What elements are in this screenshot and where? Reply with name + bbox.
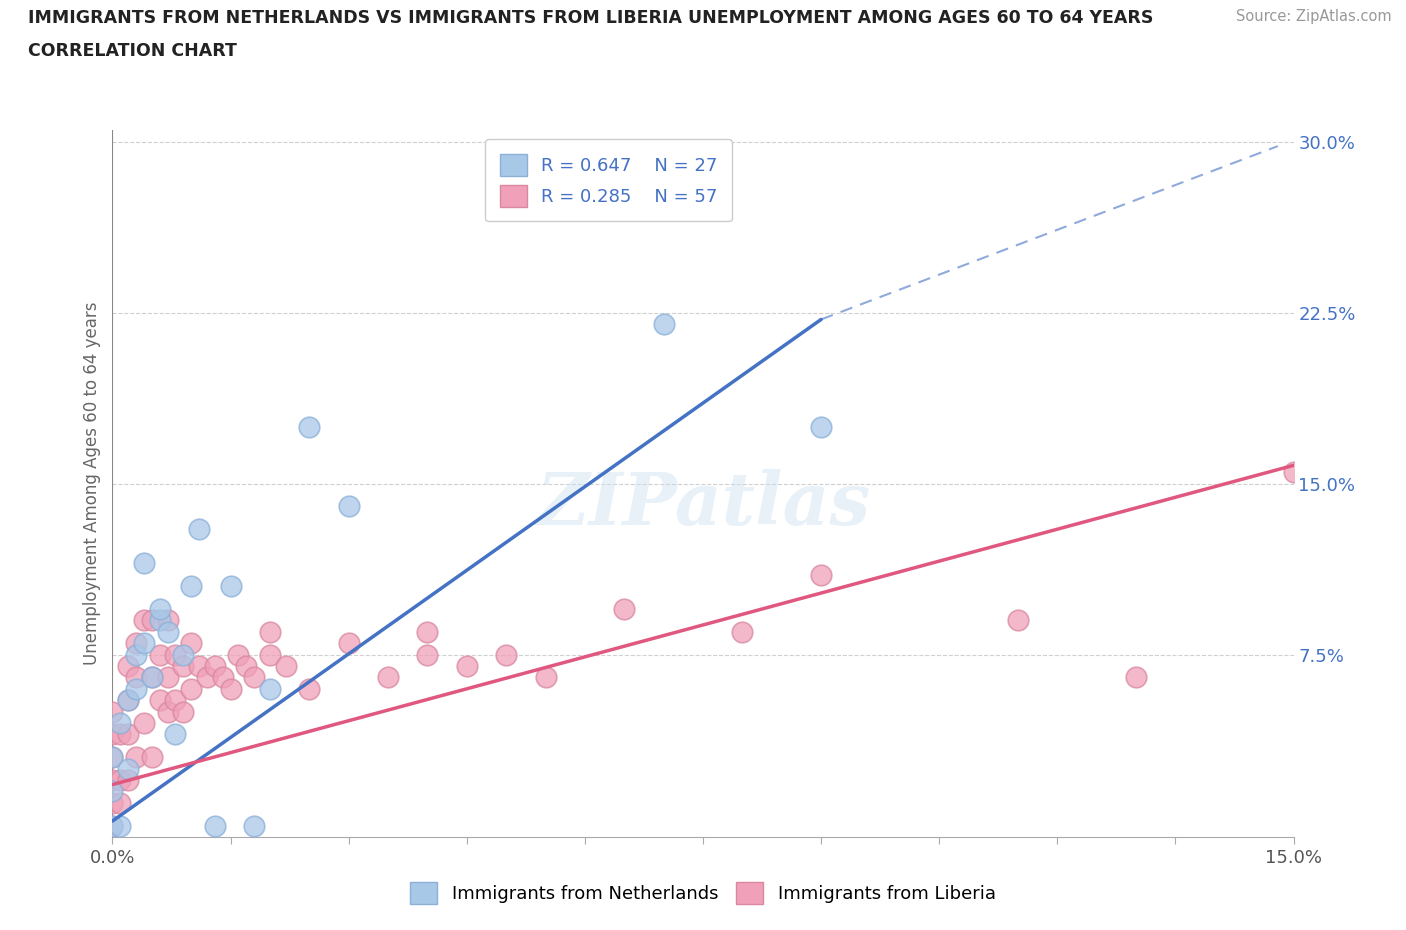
Point — [117, 761, 139, 776]
Point — [101, 750, 124, 764]
Point — [110, 795, 132, 810]
Point — [165, 647, 187, 662]
Point — [219, 578, 242, 593]
Y-axis label: Unemployment Among Ages 60 to 64 years: Unemployment Among Ages 60 to 64 years — [83, 302, 101, 665]
Point — [117, 773, 139, 788]
Point — [125, 750, 148, 764]
Point — [156, 670, 179, 684]
Point — [416, 647, 439, 662]
Text: ZIPatlas: ZIPatlas — [536, 470, 870, 540]
Point — [110, 715, 132, 730]
Point — [259, 682, 281, 697]
Point — [731, 624, 754, 639]
Point — [377, 670, 399, 684]
Point — [259, 624, 281, 639]
Point — [117, 727, 139, 742]
Point — [125, 670, 148, 684]
Point — [810, 567, 832, 582]
Point — [1007, 613, 1029, 628]
Point — [101, 818, 124, 833]
Point — [534, 670, 557, 684]
Point — [337, 499, 360, 514]
Point — [101, 773, 124, 788]
Point — [156, 613, 179, 628]
Point — [243, 670, 266, 684]
Legend: R = 0.647    N = 27, R = 0.285    N = 57: R = 0.647 N = 27, R = 0.285 N = 57 — [485, 140, 733, 221]
Point — [180, 682, 202, 697]
Point — [810, 419, 832, 434]
Point — [1125, 670, 1147, 684]
Point — [141, 670, 163, 684]
Point — [456, 658, 478, 673]
Point — [101, 750, 124, 764]
Point — [172, 658, 194, 673]
Point — [101, 818, 124, 833]
Point — [259, 647, 281, 662]
Point — [125, 636, 148, 651]
Point — [132, 613, 155, 628]
Point — [298, 419, 321, 434]
Point — [165, 693, 187, 708]
Point — [613, 602, 636, 617]
Point — [1282, 465, 1305, 480]
Point — [125, 647, 148, 662]
Point — [141, 750, 163, 764]
Point — [204, 818, 226, 833]
Point — [172, 704, 194, 719]
Point — [298, 682, 321, 697]
Point — [125, 682, 148, 697]
Point — [117, 693, 139, 708]
Point — [652, 316, 675, 331]
Point — [188, 658, 211, 673]
Text: Source: ZipAtlas.com: Source: ZipAtlas.com — [1236, 9, 1392, 24]
Point — [180, 578, 202, 593]
Point — [101, 795, 124, 810]
Point — [274, 658, 297, 673]
Point — [165, 727, 187, 742]
Point — [156, 704, 179, 719]
Point — [235, 658, 257, 673]
Point — [132, 715, 155, 730]
Point — [180, 636, 202, 651]
Text: CORRELATION CHART: CORRELATION CHART — [28, 42, 238, 60]
Point — [219, 682, 242, 697]
Point — [132, 636, 155, 651]
Point — [243, 818, 266, 833]
Point — [211, 670, 233, 684]
Point — [101, 727, 124, 742]
Point — [117, 693, 139, 708]
Point — [156, 624, 179, 639]
Point — [117, 658, 139, 673]
Point — [149, 647, 172, 662]
Point — [149, 613, 172, 628]
Point — [110, 818, 132, 833]
Point — [149, 602, 172, 617]
Point — [110, 773, 132, 788]
Point — [228, 647, 250, 662]
Point — [416, 624, 439, 639]
Text: IMMIGRANTS FROM NETHERLANDS VS IMMIGRANTS FROM LIBERIA UNEMPLOYMENT AMONG AGES 6: IMMIGRANTS FROM NETHERLANDS VS IMMIGRANT… — [28, 9, 1153, 27]
Point — [149, 693, 172, 708]
Point — [204, 658, 226, 673]
Legend: Immigrants from Netherlands, Immigrants from Liberia: Immigrants from Netherlands, Immigrants … — [404, 875, 1002, 911]
Point — [141, 613, 163, 628]
Point — [101, 784, 124, 799]
Point — [495, 647, 517, 662]
Point — [172, 647, 194, 662]
Point — [132, 556, 155, 571]
Point — [188, 522, 211, 537]
Point — [110, 727, 132, 742]
Point — [141, 670, 163, 684]
Point — [337, 636, 360, 651]
Point — [195, 670, 218, 684]
Point — [101, 704, 124, 719]
